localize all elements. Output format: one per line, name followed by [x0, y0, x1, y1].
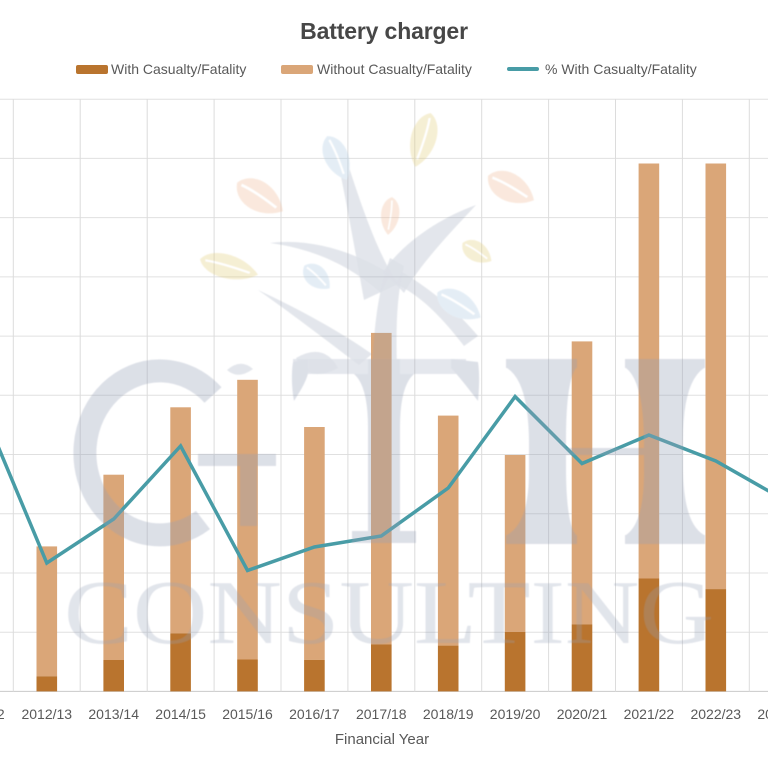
svg-text:2017/18: 2017/18 [356, 706, 407, 722]
svg-text:2019/20: 2019/20 [490, 706, 541, 722]
svg-text:2021/22: 2021/22 [624, 706, 675, 722]
svg-text:2012/13: 2012/13 [21, 706, 72, 722]
svg-text:2011/12: 2011/12 [0, 706, 5, 722]
svg-text:2013/14: 2013/14 [88, 706, 139, 722]
svg-text:2014/15: 2014/15 [155, 706, 206, 722]
svg-text:2016/17: 2016/17 [289, 706, 340, 722]
svg-text:2023/24: 2023/24 [757, 706, 768, 722]
svg-text:2015/16: 2015/16 [222, 706, 273, 722]
svg-text:CONSULTING: CONSULTING [64, 562, 714, 663]
svg-text:2020/21: 2020/21 [557, 706, 608, 722]
svg-text:Financial Year: Financial Year [335, 731, 429, 748]
svg-text:2022/23: 2022/23 [690, 706, 741, 722]
svg-text:2018/19: 2018/19 [423, 706, 474, 722]
